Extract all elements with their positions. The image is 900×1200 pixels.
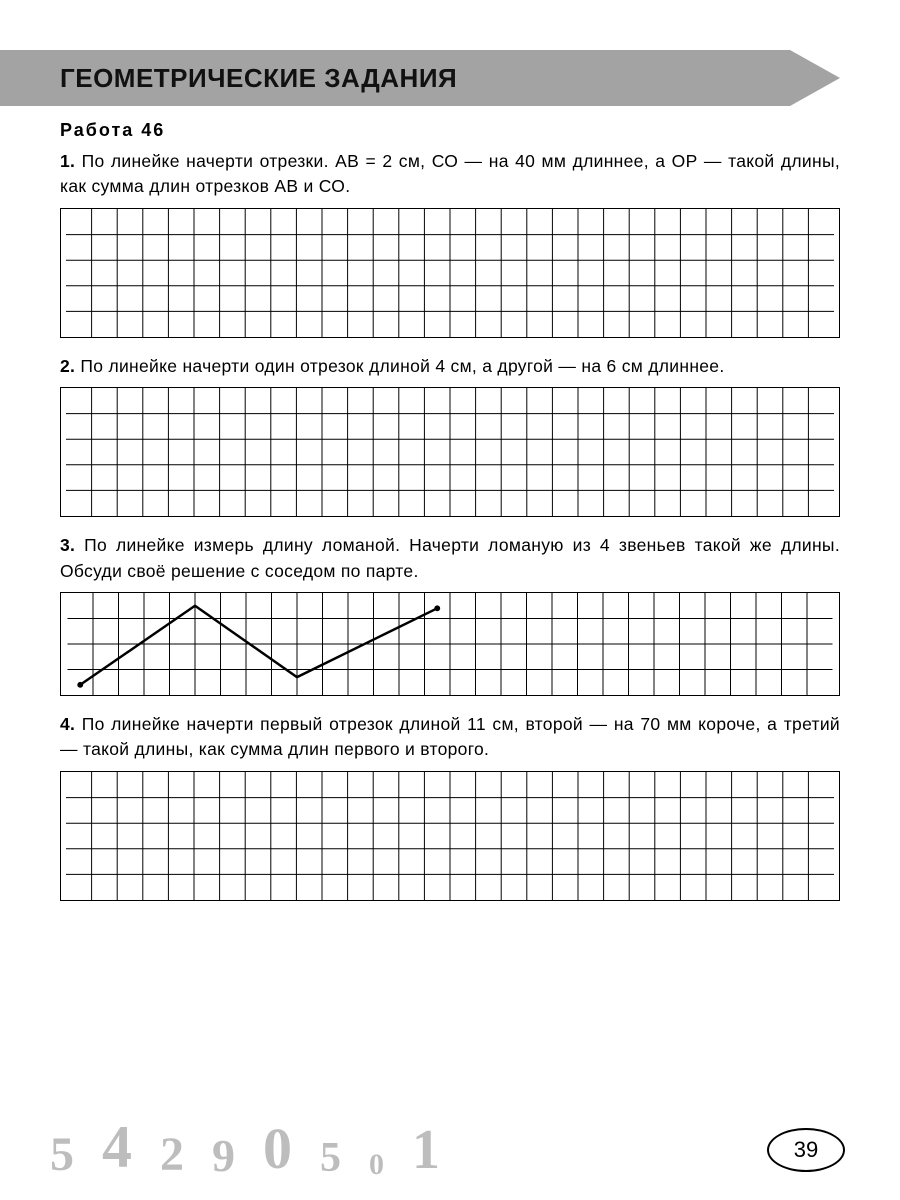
grid-box-4 — [60, 771, 840, 901]
decorative-digit: 5 — [50, 1127, 74, 1182]
decorative-digits: 54290501 — [50, 1113, 440, 1182]
decorative-digit: 9 — [212, 1129, 235, 1182]
decorative-digit: 0 — [369, 1148, 384, 1182]
decorative-digit: 4 — [102, 1113, 132, 1182]
decorative-digit: 1 — [412, 1118, 440, 1182]
task-1: 1. По линейке начерти отрезки. АВ = 2 см… — [60, 149, 840, 200]
task-3-text: По линейке измерь длину ломаной. Начерти… — [60, 535, 840, 580]
task-1-text: По линейке начерти отрезки. АВ = 2 см, С… — [60, 151, 840, 196]
task-4: 4. По линейке начерти первый отрезок дли… — [60, 712, 840, 763]
task-2-text: По линейке начерти один отрезок длиной 4… — [80, 356, 724, 376]
page-number: 39 — [767, 1128, 845, 1172]
decorative-digit: 0 — [263, 1115, 292, 1182]
section-banner: ГЕОМЕТРИЧЕСКИЕ ЗАДАНИЯ — [0, 50, 900, 106]
task-3-number: 3. — [60, 535, 75, 555]
page-footer: 54290501 39 — [0, 1102, 900, 1182]
task-3: 3. По линейке измерь длину ломаной. Наче… — [60, 533, 840, 584]
grid-box-1 — [60, 208, 840, 338]
grid-box-2 — [60, 387, 840, 517]
task-2: 2. По линейке начерти один отрезок длино… — [60, 354, 840, 379]
grid-box-3-polyline — [60, 592, 840, 696]
task-1-number: 1. — [60, 151, 75, 171]
decorative-digit: 5 — [320, 1134, 341, 1182]
work-title: Работа 46 — [60, 120, 840, 141]
section-title: ГЕОМЕТРИЧЕСКИЕ ЗАДАНИЯ — [60, 50, 457, 106]
decorative-digit: 2 — [160, 1127, 184, 1182]
task-2-number: 2. — [60, 356, 75, 376]
task-4-text: По линейке начерти первый отрезок длиной… — [60, 714, 840, 759]
task-4-number: 4. — [60, 714, 75, 734]
